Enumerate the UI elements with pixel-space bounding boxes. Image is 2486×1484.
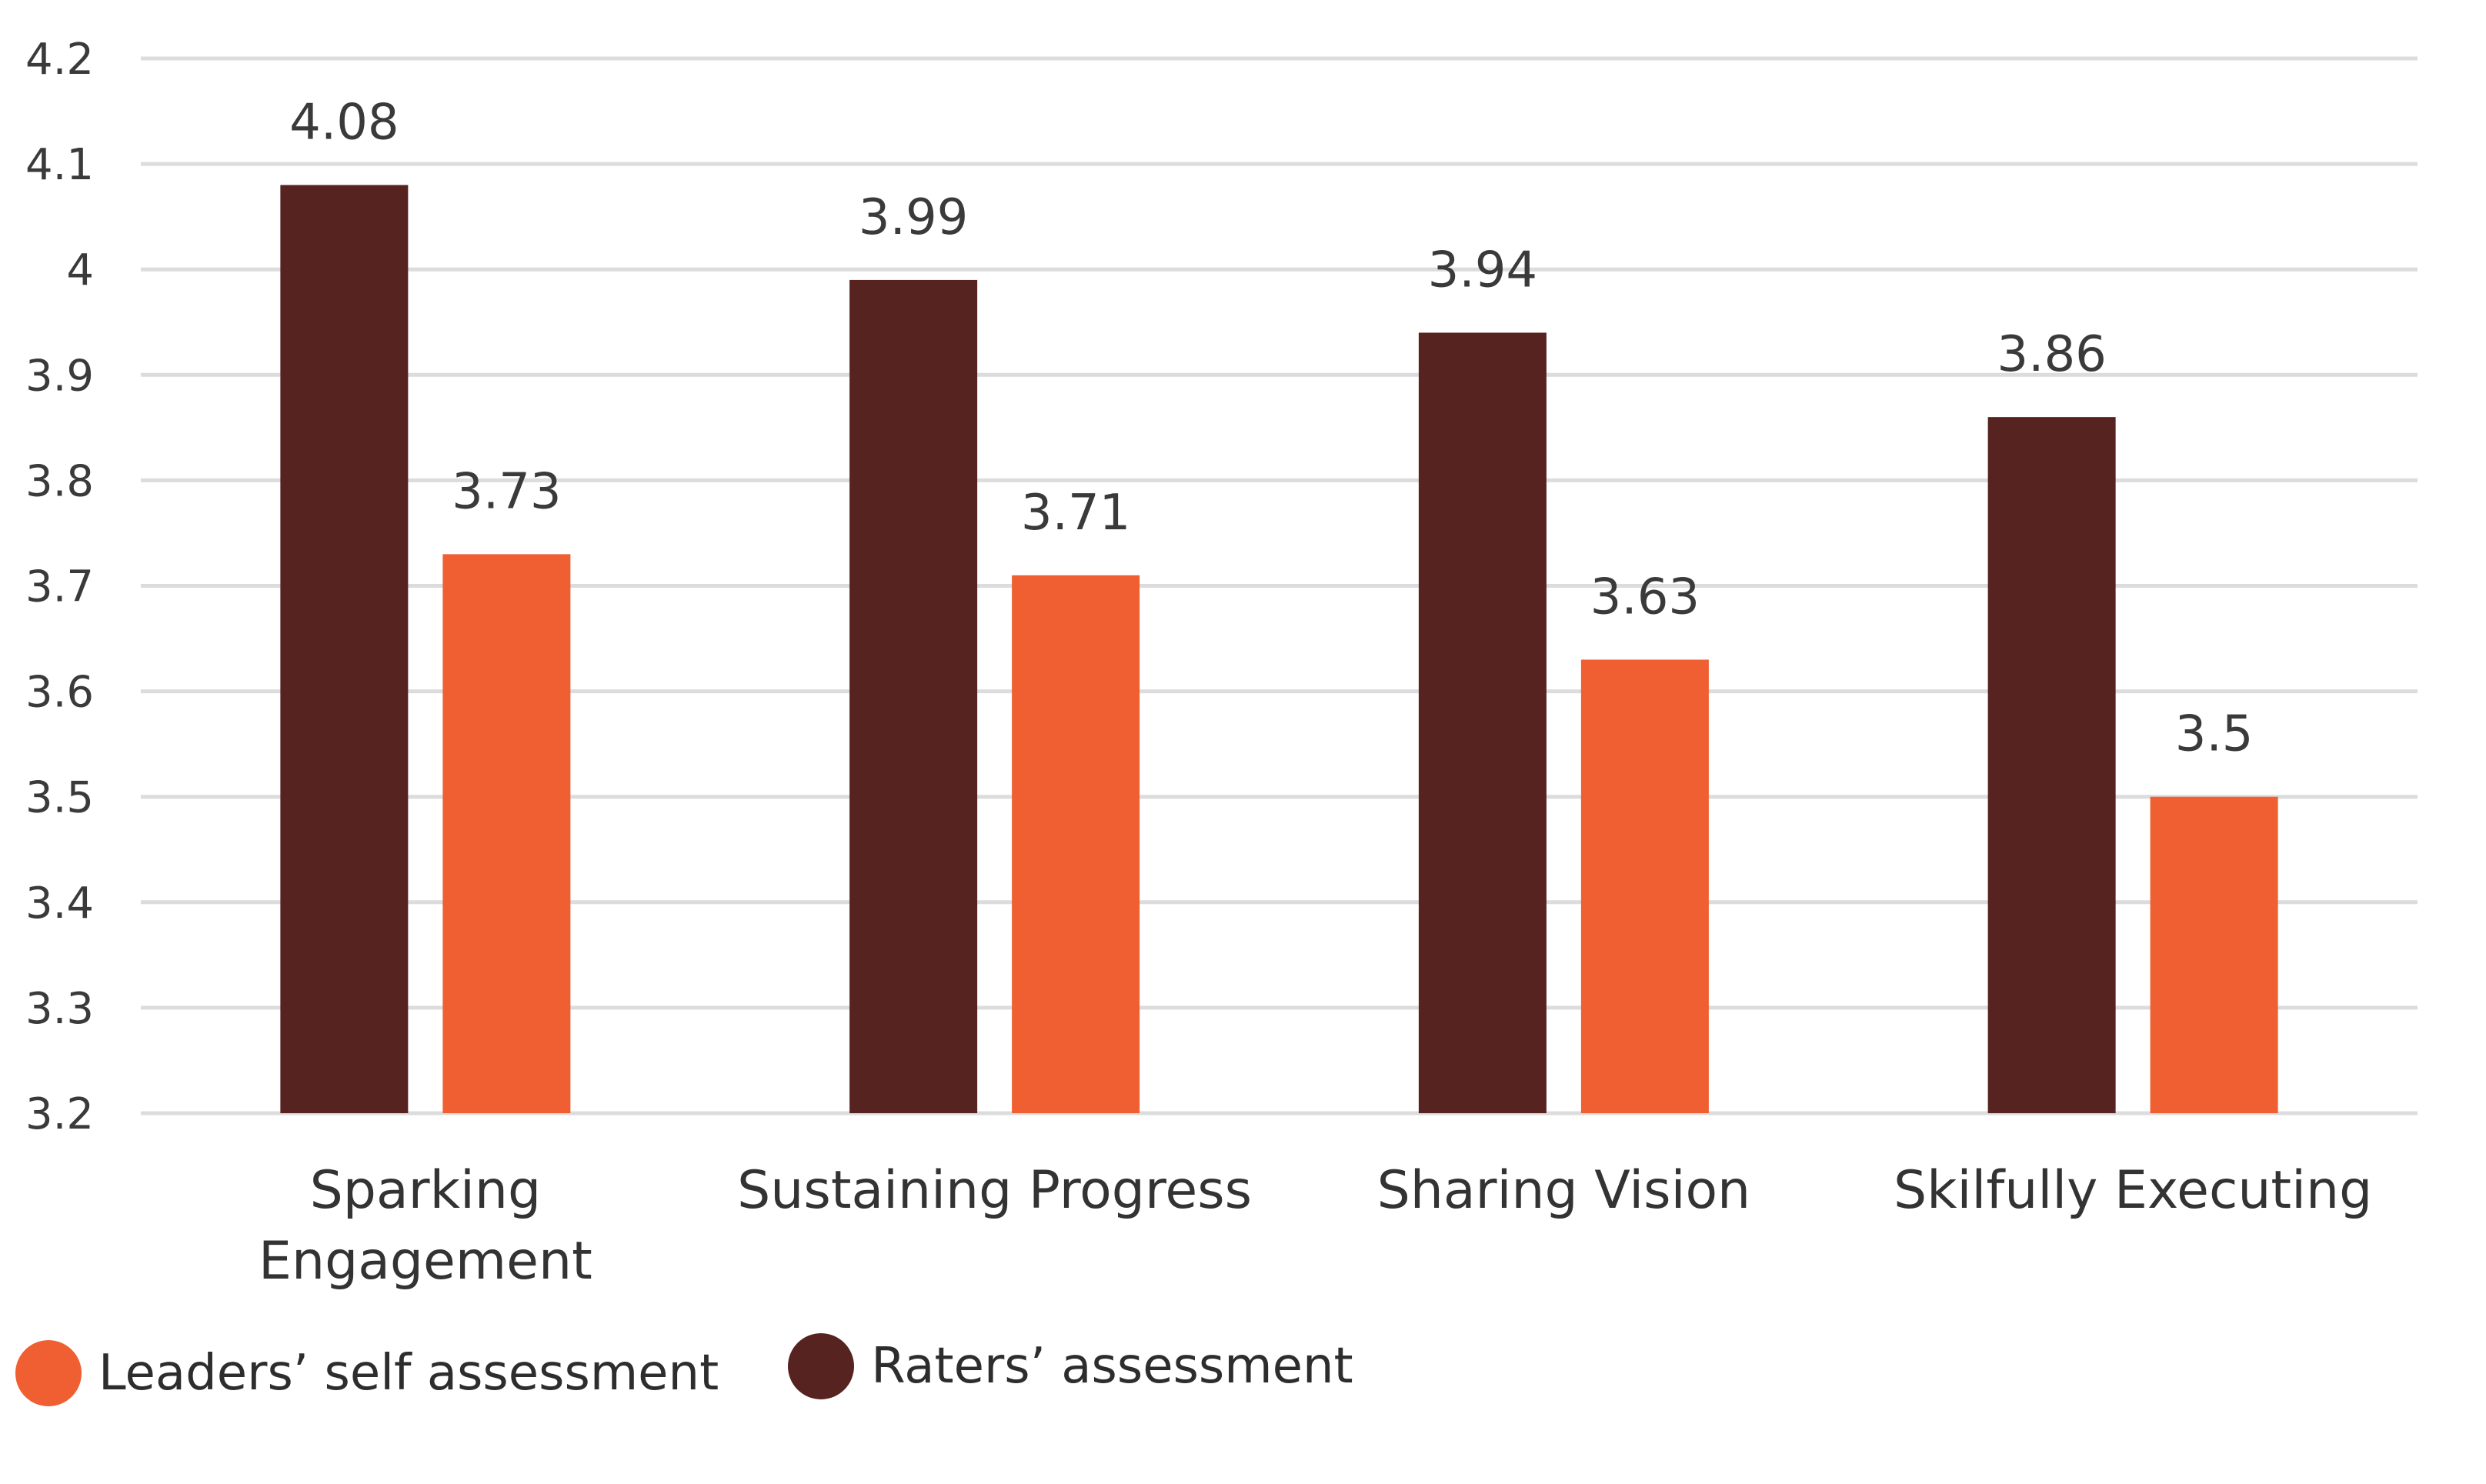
y-tick-label: 3.8 <box>25 456 94 506</box>
legend-swatch-raters <box>788 1333 855 1399</box>
bars <box>280 185 2278 1114</box>
value-label-raters: 3.86 <box>1997 326 2107 383</box>
legend-item-leaders: Leaders’ self assessment <box>15 1340 719 1406</box>
bar-leaders <box>1012 575 1140 1113</box>
legend-label-raters: Raters’ assessment <box>871 1338 1353 1395</box>
value-label-leaders: 3.73 <box>452 463 562 520</box>
category-label: Sustaining Progress <box>737 1160 1252 1221</box>
category-labels: Sparking Engagement Sustaining Progress Sha… <box>259 1160 2372 1292</box>
legend: Leaders’ self assessment Raters’ assessm… <box>15 1333 1423 1406</box>
value-label-raters: 3.99 <box>859 189 969 246</box>
y-tick-label: 4.1 <box>25 140 94 190</box>
legend-swatch-leaders <box>15 1340 82 1406</box>
value-label-leaders: 3.5 <box>2175 706 2254 763</box>
bar-raters <box>1987 417 2116 1113</box>
y-tick-label: 3.6 <box>25 668 94 718</box>
legend-item-raters: Raters’ assessment <box>788 1333 1353 1399</box>
y-tick-label: 3.7 <box>25 562 94 612</box>
y-tick-label: 3.5 <box>25 773 94 823</box>
value-label-raters: 3.94 <box>1428 242 1538 298</box>
y-tick-label: 4.2 <box>25 35 94 85</box>
y-tick-label: 3.4 <box>25 879 94 929</box>
category-label: Engagement <box>259 1231 592 1292</box>
category-label: Sparking <box>310 1160 542 1221</box>
value-label-raters: 4.08 <box>289 95 399 152</box>
bar-raters <box>849 279 978 1113</box>
bar-leaders <box>442 554 571 1113</box>
y-tick-label: 3.9 <box>25 351 94 401</box>
y-tick-label: 4 <box>66 245 94 295</box>
y-axis-ticks: 3.2 3.3 3.4 3.5 3.6 3.7 3.8 3.9 4 4.1 4.2 <box>25 35 94 1139</box>
y-tick-label: 3.2 <box>25 1089 94 1139</box>
value-labels: 4.08 3.73 3.99 3.71 3.94 3.63 3.86 3.5 <box>289 95 2253 763</box>
category-label: Skilfully Executing <box>1894 1160 2372 1221</box>
value-label-leaders: 3.63 <box>1590 569 1700 625</box>
bar-raters <box>1418 332 1547 1114</box>
bar-raters <box>280 185 409 1113</box>
y-tick-label: 3.3 <box>25 984 94 1034</box>
category-label: Sharing Vision <box>1377 1160 1751 1221</box>
value-label-leaders: 3.71 <box>1021 485 1131 542</box>
bar-leaders <box>1580 659 1709 1113</box>
bar-leaders <box>2150 796 2278 1113</box>
legend-label-leaders: Leaders’ self assessment <box>98 1345 719 1402</box>
